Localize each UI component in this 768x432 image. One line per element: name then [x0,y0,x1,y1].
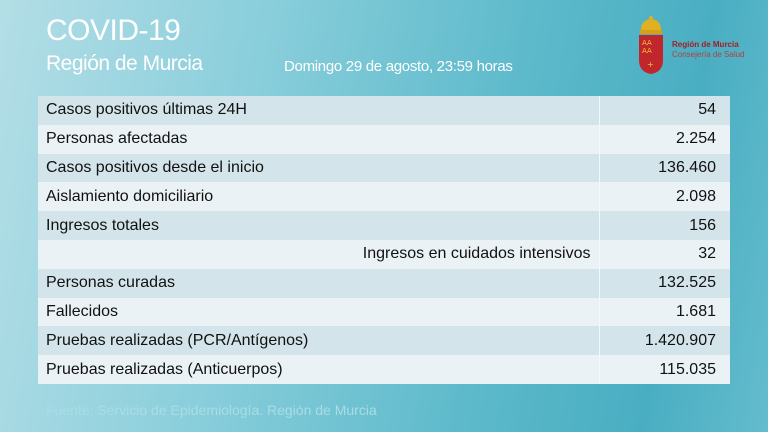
row-value: 2.254 [598,124,730,154]
logo-line1: Región de Murcia [672,40,739,49]
region-logo: AA AA + Región de Murcia Consejería de S… [636,16,745,76]
table-row: Ingresos en cuidados intensivos 32 [38,239,730,269]
coat-of-arms-icon: AA AA + [639,16,663,74]
page-subtitle: Región de Murcia [46,52,203,75]
report-date: Domingo 29 de agosto, 23:59 horas [284,58,513,75]
table-row: Aislamiento domiciliario 2.098 [38,182,730,212]
row-value: 132.525 [598,268,730,298]
page-title: COVID-19 [46,14,181,47]
row-value: 54 [598,96,730,125]
table-row: Ingresos totales 156 [38,211,730,240]
source-footer: Fuente: Servicio de Epidemiología. Regió… [46,402,377,418]
row-value: 32 [598,239,730,269]
row-value: 1.420.907 [598,326,730,356]
row-label: Casos positivos últimas 24H [38,96,599,125]
row-label: Pruebas realizadas (Anticuerpos) [38,355,599,384]
table-row: Personas curadas 132.525 [38,268,730,298]
row-label: Casos positivos desde el inicio [38,153,599,183]
row-value: 1.681 [598,297,730,327]
row-label: Pruebas realizadas (PCR/Antígenos) [38,326,599,356]
table-row: Pruebas realizadas (PCR/Antígenos) 1.420.… [38,326,730,356]
row-label: Personas afectadas [38,124,599,154]
table-row: Personas afectadas 2.254 [38,124,730,154]
row-value: 2.098 [598,182,730,212]
table-row: Fallecidos 1.681 [38,297,730,327]
table-row: Casos positivos últimas 24H 54 [38,96,730,125]
row-label: Ingresos totales [38,211,599,240]
row-value: 136.460 [598,153,730,183]
svg-text:+: + [647,60,654,69]
row-label: Personas curadas [38,268,599,298]
svg-text:AA: AA [642,39,652,47]
row-label: Ingresos en cuidados intensivos [38,239,599,269]
table-row: Casos positivos desde el inicio 136.460 [38,153,730,183]
logo-line2: Consejería de Salud [672,50,745,59]
row-value: 115.035 [598,355,730,384]
row-value: 156 [598,211,730,240]
row-label: Aislamiento domiciliario [38,182,599,212]
stats-table: Casos positivos últimas 24H 54 Personas af… [38,96,730,384]
row-label: Fallecidos [38,297,599,327]
svg-text:AA: AA [642,47,652,55]
table-row: Pruebas realizadas (Anticuerpos) 115.035 [38,355,730,384]
